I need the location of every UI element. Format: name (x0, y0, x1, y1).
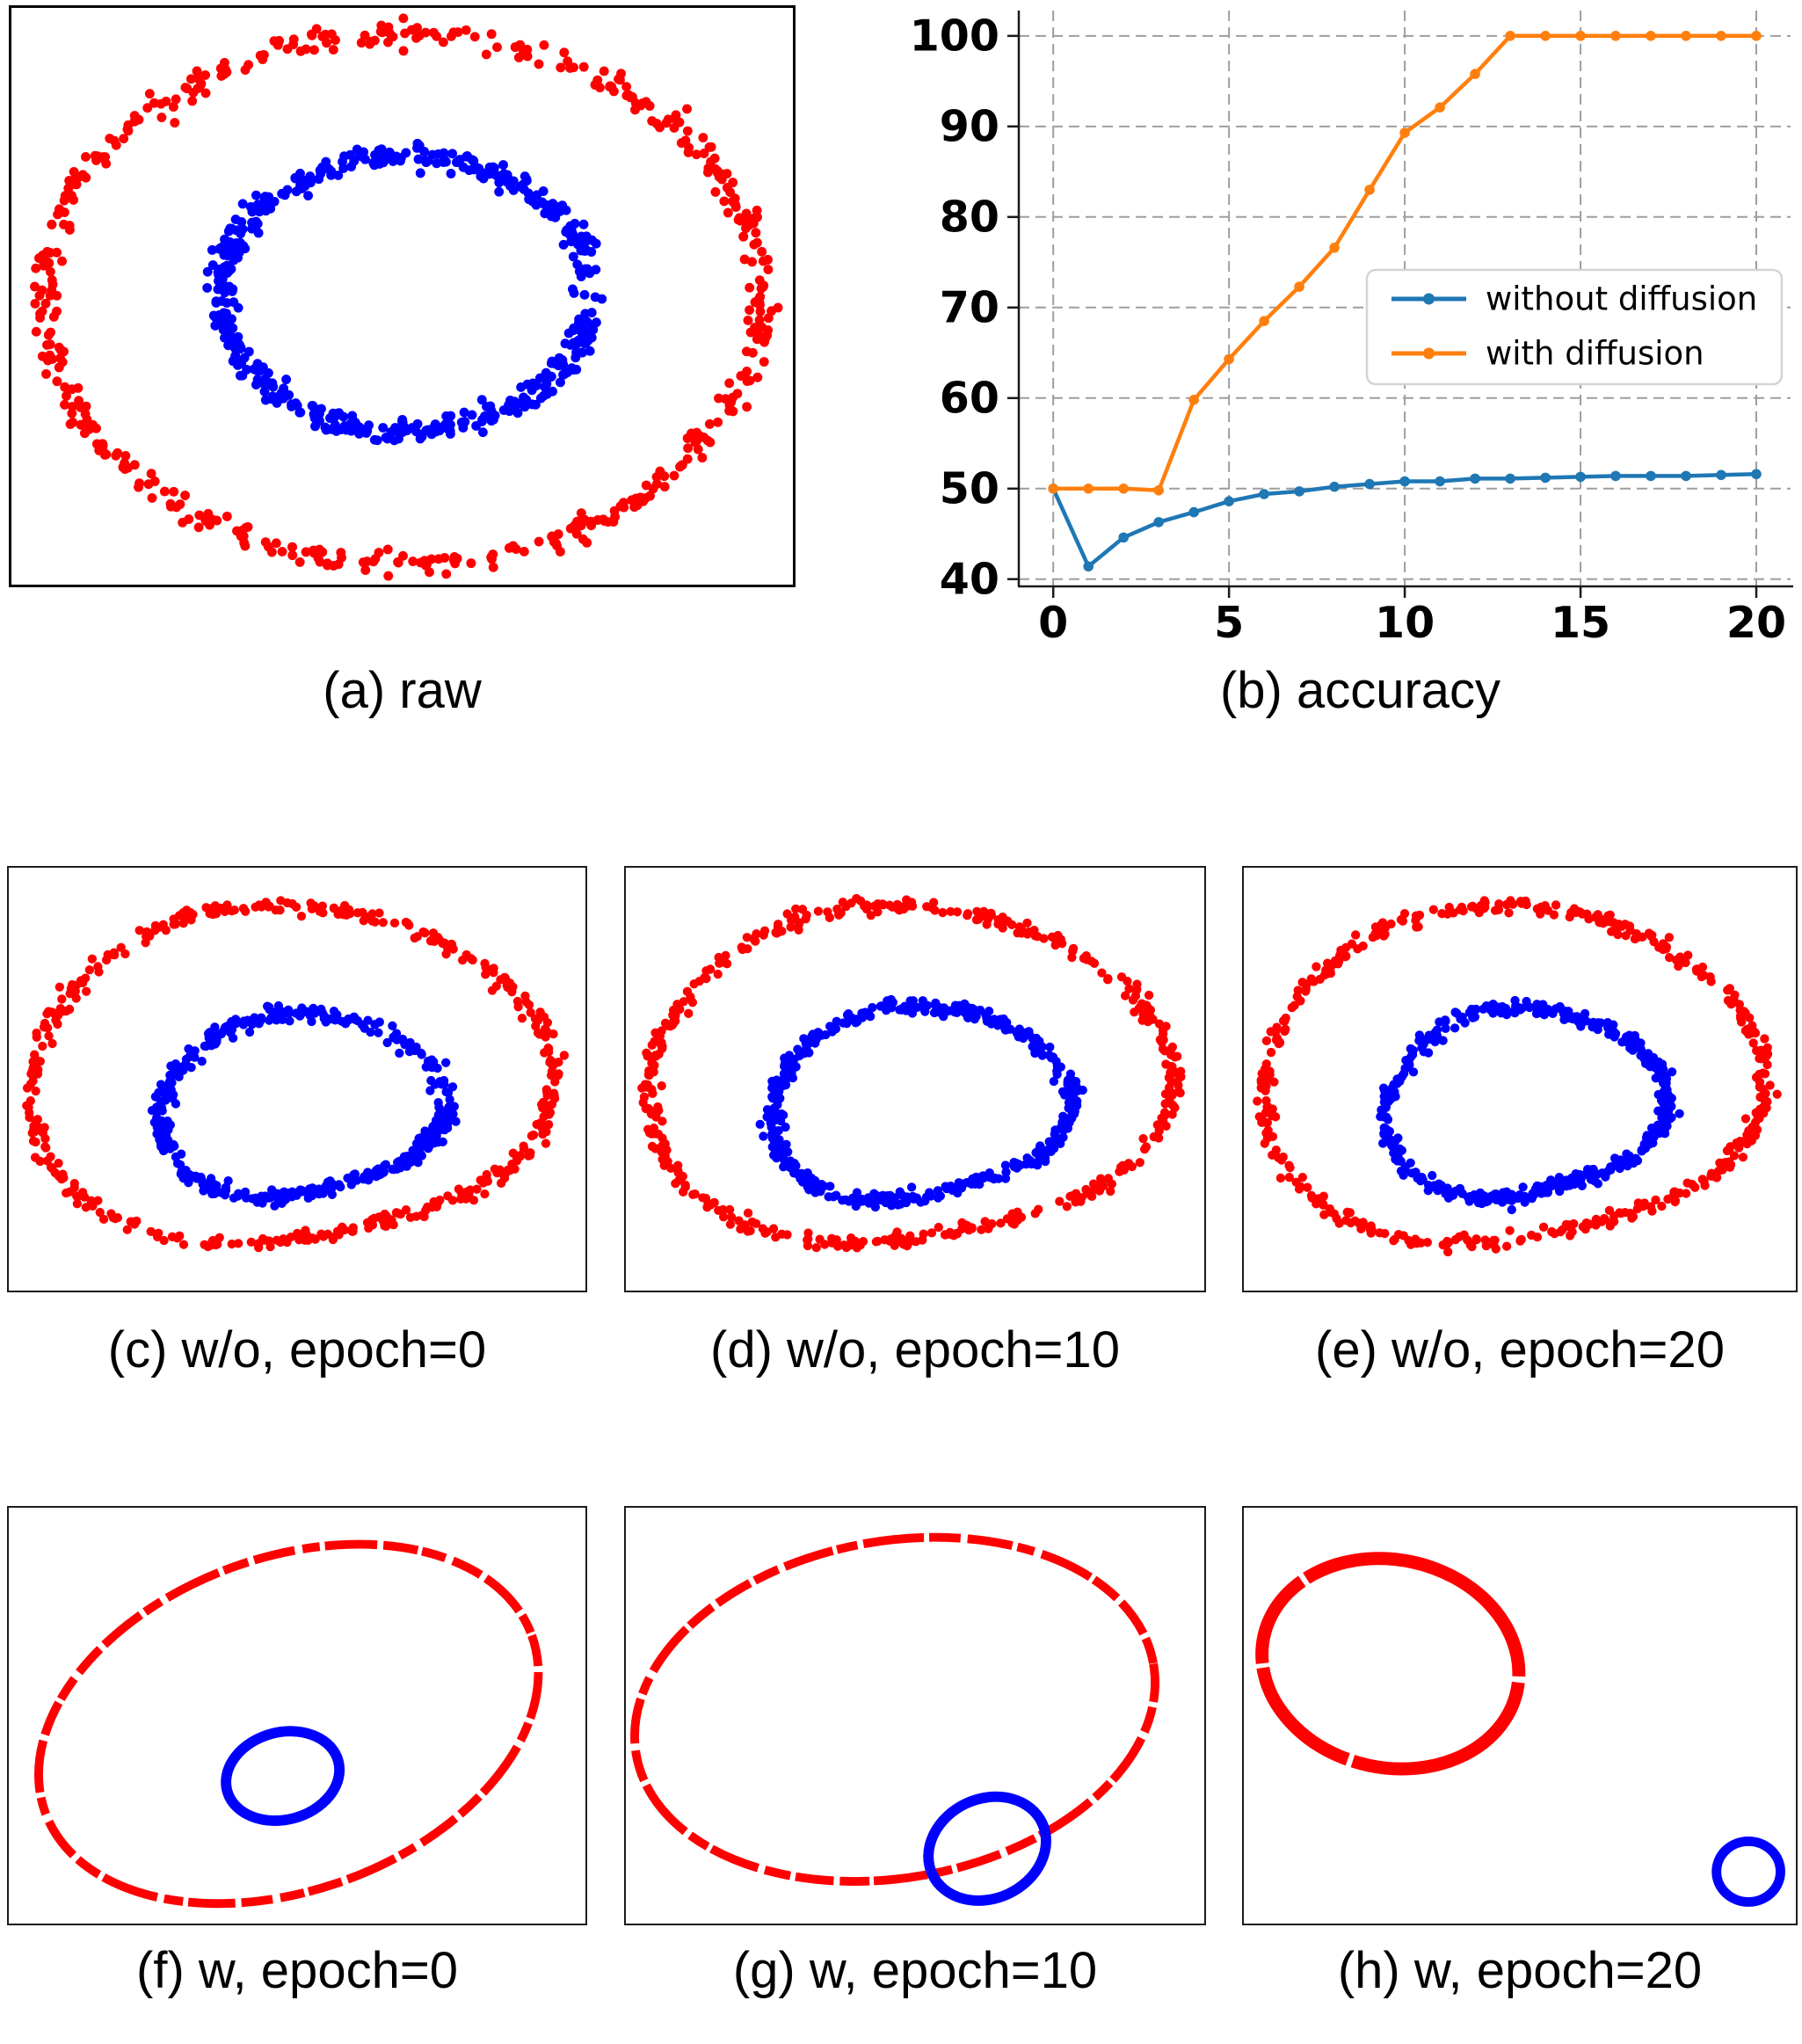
red-ring-curve (34, 1539, 543, 1909)
x-tick-label: 0 (1038, 598, 1068, 648)
cluster-red (637, 893, 1186, 1253)
y-tick-label: 100 (910, 11, 999, 61)
x-tick-label: 10 (1375, 598, 1435, 648)
accuracy-chart-panel: 40 50 60 70 80 90 100 0 5 10 15 20 without diffusion… (879, 0, 1802, 655)
caption-h: (h) w, epoch=20 (1337, 1942, 1703, 1999)
cluster-red (22, 896, 570, 1253)
y-tick-label: 90 (940, 101, 999, 151)
curve-panel-w-epoch0 (7, 1506, 587, 1925)
y-tick-label: 60 (940, 373, 999, 423)
x-tick-label: 20 (1726, 598, 1786, 648)
legend: without diffusion with diffusion (1365, 268, 1784, 386)
curve-panel-w-epoch10 (624, 1506, 1206, 1925)
blue-ring-curve (221, 1726, 345, 1826)
red-ring-curve (630, 1532, 1159, 1886)
y-tick-label: 50 (940, 463, 999, 513)
w-epoch20-curve-plot (1255, 1552, 1785, 1907)
caption-a: (a) raw (323, 662, 482, 719)
wo-epoch0-scatter-plot (22, 896, 570, 1253)
caption-b: (b) accuracy (1219, 662, 1501, 719)
scatter-panel-wo-epoch20 (1242, 866, 1798, 1292)
cluster-blue (1376, 995, 1684, 1215)
y-tick-label: 70 (940, 282, 999, 332)
x-tick-label: 15 (1551, 598, 1610, 648)
legend-label-1: with diffusion (1486, 335, 1704, 373)
caption-c: (c) w/o, epoch=0 (107, 1321, 487, 1378)
cluster-blue (755, 994, 1087, 1212)
accuracy-line-chart: 40 50 60 70 80 90 100 0 5 10 15 20 without diffusion… (910, 11, 1793, 648)
blue-ring-curve (1711, 1836, 1785, 1907)
y-tick-label: 40 (940, 554, 999, 604)
x-tick-label: 5 (1214, 598, 1244, 648)
curve-panel-w-epoch20 (1242, 1506, 1798, 1925)
series-without-diffusion (1048, 469, 1762, 572)
blue-ring-curve (923, 1791, 1051, 1906)
series-with-diffusion (1048, 31, 1762, 496)
legend-label-0: without diffusion (1486, 280, 1757, 318)
y-tick-label: 80 (940, 192, 999, 242)
w-epoch0-curve-plot (34, 1539, 543, 1909)
caption-g: (g) w, epoch=10 (732, 1942, 1098, 1999)
caption-d: (d) w/o, epoch=10 (710, 1321, 1120, 1378)
cluster-red (30, 13, 783, 581)
scatter-panel-wo-epoch10 (624, 866, 1206, 1292)
scatter-panel-raw (9, 5, 796, 587)
axes: 40 50 60 70 80 90 100 0 5 10 15 20 (910, 11, 1793, 648)
wo-epoch20-scatter-plot (1253, 896, 1782, 1257)
caption-e: (e) w/o, epoch=20 (1315, 1321, 1725, 1378)
cluster-blue (202, 138, 607, 446)
cluster-blue (147, 1000, 461, 1211)
w-epoch10-curve-plot (630, 1532, 1159, 1906)
raw-scatter-plot (30, 13, 783, 581)
red-ring-curve (1255, 1552, 1526, 1776)
scatter-panel-wo-epoch0 (7, 866, 587, 1292)
caption-f: (f) w, epoch=0 (136, 1942, 458, 1999)
cluster-red (1253, 896, 1782, 1257)
wo-epoch10-scatter-plot (637, 893, 1186, 1253)
